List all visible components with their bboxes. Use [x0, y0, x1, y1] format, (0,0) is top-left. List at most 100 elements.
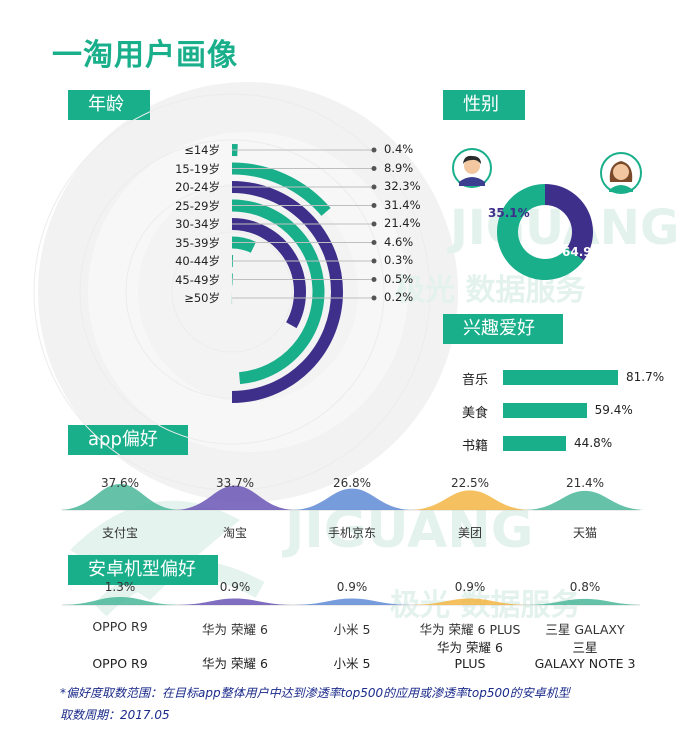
phone-name-bottom-line: GALAXY NOTE 3	[534, 656, 636, 671]
male-avatar-icon	[452, 148, 492, 188]
strip-value-label: 21.4%	[565, 476, 605, 490]
age-value-label: 0.3%	[384, 253, 414, 267]
strip-value-label: 0.9%	[336, 580, 368, 594]
strip-category-label: 华为 荣耀 6 PLUS	[419, 622, 521, 637]
age-value-label: 21.4%	[384, 216, 421, 230]
footnote-period: 取数周期：2017.05	[60, 708, 170, 722]
strip-category-label: 华为 荣耀 6	[202, 622, 268, 637]
interest-label: 美食	[462, 406, 489, 421]
age-category-label: 30-34岁	[175, 217, 220, 231]
strip-value-label: 26.8%	[332, 476, 372, 490]
age-leader-dot	[371, 295, 377, 301]
interest-bar	[503, 403, 587, 418]
section-interests: 兴趣爱好	[443, 314, 563, 344]
section-app: app偏好	[68, 425, 188, 455]
age-leader-dot	[371, 240, 377, 245]
phone-name-bottom-line: 小米 5	[333, 656, 371, 671]
age-category-label: ≥50岁	[184, 291, 220, 305]
interest-value: 81.7%	[626, 370, 665, 384]
strip-peak	[290, 598, 414, 605]
interest-value: 59.4%	[594, 403, 633, 417]
age-value-label: 0.2%	[384, 290, 414, 304]
strip-category-label: 淘宝	[222, 526, 247, 540]
interest-label: 音乐	[462, 373, 489, 388]
age-leader-dot	[371, 166, 377, 171]
age-arc	[231, 199, 325, 385]
strip-peak	[58, 484, 182, 510]
section-age: 年龄	[68, 90, 150, 120]
age-category-label: ≤14岁	[184, 143, 220, 157]
age-arc	[231, 218, 306, 329]
strip-category-label: 手机京东	[327, 526, 376, 540]
female-avatar-icon	[600, 152, 642, 194]
age-value-label: 31.4%	[384, 197, 421, 212]
strip-category-label: 小米 5	[333, 622, 371, 637]
strip-value-label: 37.6%	[100, 476, 140, 490]
gender-slice-male	[545, 183, 593, 261]
phone-name-bottom-line: 华为 荣耀 6	[437, 640, 503, 655]
age-category-label: 45-49岁	[175, 272, 220, 287]
strip-peak	[173, 598, 297, 605]
strip-category-label: 三星 GALAXY	[545, 622, 625, 637]
age-value-label: 0.5%	[384, 271, 414, 286]
strip-value-label: 0.8%	[569, 580, 601, 594]
strip-peak	[523, 598, 647, 605]
phone-name-bottom: 小米 5	[292, 656, 412, 672]
age-value-label: 0.4%	[384, 142, 414, 156]
interest-label: 书籍	[462, 439, 489, 454]
strip-value-label: 33.7%	[215, 476, 255, 490]
phone-name-bottom: 华为 荣耀 6 PLUS	[410, 640, 530, 672]
age-grid-ring	[171, 231, 293, 353]
phone-name-bottom-line: 三星	[572, 640, 598, 655]
strip-peak	[58, 597, 182, 605]
phone-name-bottom: 华为 荣耀 6	[175, 656, 295, 672]
phone-name-bottom: 三星 GALAXY NOTE 3	[525, 640, 645, 672]
strip-peak	[523, 490, 647, 510]
strip-category-label: 支付宝	[101, 526, 138, 540]
strip-category-label: 天猫	[572, 526, 597, 540]
strip-category-label: OPPO R9	[92, 619, 148, 634]
age-arc	[231, 181, 343, 403]
section-phone: 安卓机型偏好	[68, 555, 218, 585]
age-arc	[231, 162, 331, 216]
interest-bar	[503, 370, 618, 385]
gender-male-label: 35.1%	[488, 206, 530, 220]
age-category-label: 15-19岁	[175, 161, 220, 176]
strip-value-label: 0.9%	[454, 580, 486, 594]
strip-category-label: 美团	[457, 526, 482, 540]
age-category-label: 40-44岁	[175, 254, 220, 268]
age-value-label: 32.3%	[384, 179, 421, 193]
age-leader-dot	[371, 258, 377, 264]
strip-value-label: 22.5%	[450, 476, 490, 490]
age-category-label: 20-24岁	[175, 180, 220, 194]
gender-slice-female	[497, 183, 584, 280]
strip-peak	[290, 488, 414, 510]
strip-peak	[408, 598, 532, 605]
age-leader-dot	[371, 277, 377, 282]
age-leader-dot	[371, 203, 377, 208]
interest-bar	[503, 436, 567, 451]
footnote-scope: *偏好度取数范围：在目标app整体用户中达到渗透率top500的应用或渗透率to…	[60, 686, 570, 700]
section-gender: 性别	[443, 90, 525, 120]
age-leader-dot	[371, 184, 377, 190]
age-category-label: 25-29岁	[175, 198, 220, 213]
age-leader-dot	[371, 221, 377, 227]
interest-value: 44.8%	[574, 436, 613, 450]
age-leader-dot	[371, 147, 377, 153]
phone-name-bottom-line: OPPO R9	[92, 656, 148, 671]
phone-name-bottom-line: 华为 荣耀 6	[202, 656, 268, 671]
age-grid-ring	[79, 139, 385, 445]
strip-value-label: 1.3%	[104, 580, 136, 594]
strip-peak	[173, 485, 297, 510]
page-title: 一淘用户画像	[52, 38, 238, 73]
age-value-label: 4.6%	[384, 234, 414, 249]
age-value-label: 8.9%	[384, 160, 414, 175]
gender-female-label: 64.9%	[562, 245, 604, 259]
strip-value-label: 0.9%	[219, 580, 251, 594]
phone-name-bottom: OPPO R9	[60, 656, 180, 672]
strip-peak	[408, 490, 532, 510]
